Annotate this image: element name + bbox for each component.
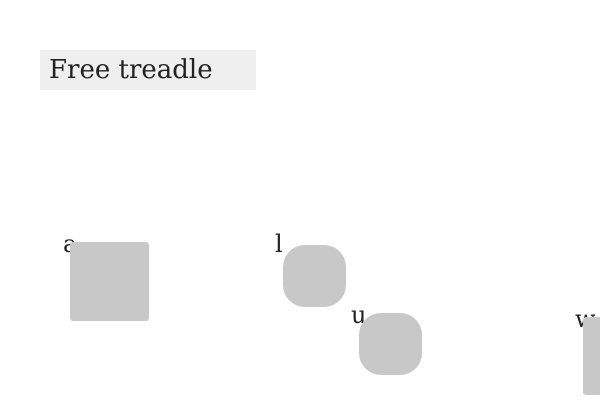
game-tile-w[interactable] (583, 317, 600, 395)
game-tile-u[interactable] (359, 313, 422, 375)
tile-label-l: l (275, 230, 283, 258)
game-title: Free treadle (49, 55, 213, 85)
title-banner: Free treadle (40, 50, 256, 90)
game-tile-l[interactable] (283, 245, 346, 307)
game-tile-a[interactable] (70, 242, 149, 321)
